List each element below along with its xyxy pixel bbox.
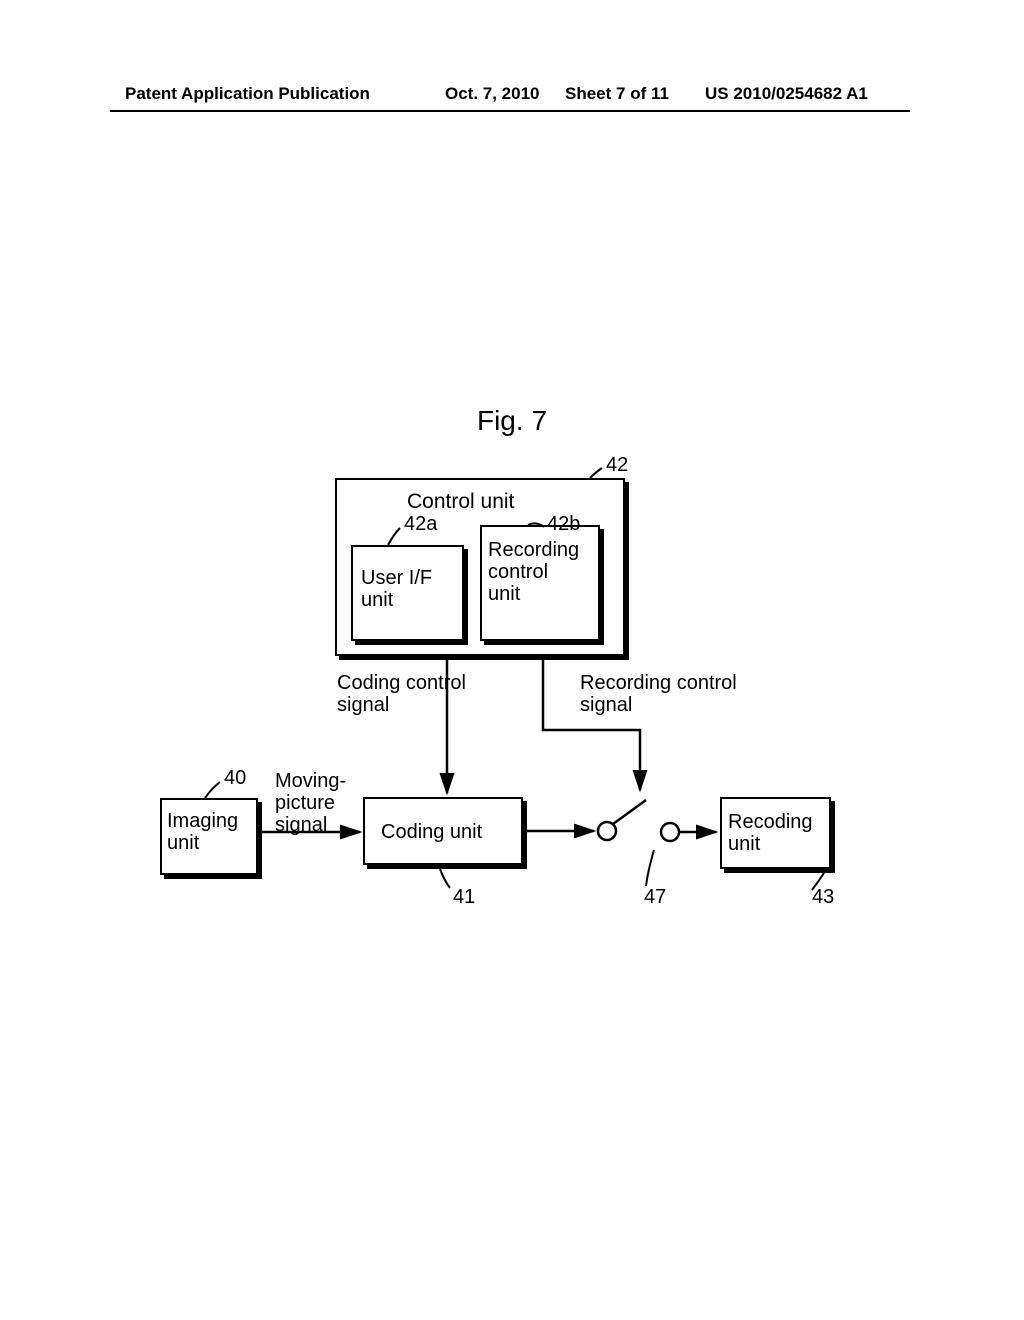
recoding-unit-label: Recoding unit xyxy=(728,811,813,855)
page: Patent Application Publication Oct. 7, 2… xyxy=(0,0,1024,1320)
ref-43: 43 xyxy=(812,886,834,909)
recording-control-box: Recording control unit xyxy=(480,525,600,641)
block-diagram: Control unit User I/F unit Recording con… xyxy=(0,0,1024,1320)
user-if-label: User I/F unit xyxy=(361,567,432,611)
ref-40: 40 xyxy=(224,767,246,790)
recoding-unit-box: Recoding unit xyxy=(720,797,831,869)
coding-unit-box: Coding unit xyxy=(363,797,523,865)
ref-42a: 42a xyxy=(404,513,437,536)
recording-control-signal-label: Recording control signal xyxy=(580,672,737,716)
imaging-unit-label: Imaging unit xyxy=(167,810,238,854)
coding-unit-label: Coding unit xyxy=(381,821,482,843)
ref-42b: 42b xyxy=(547,513,580,536)
ref-47: 47 xyxy=(644,886,666,909)
diagram-lines xyxy=(0,0,1024,1320)
coding-control-signal-label: Coding control signal xyxy=(337,672,466,716)
ref-42: 42 xyxy=(606,454,628,477)
user-if-box: User I/F unit xyxy=(351,545,464,641)
control-unit-label: Control unit xyxy=(407,490,514,513)
moving-picture-signal-label: Moving- picture signal xyxy=(275,770,346,836)
recording-control-label: Recording control unit xyxy=(488,539,579,605)
imaging-unit-box: Imaging unit xyxy=(160,798,258,875)
ref-41: 41 xyxy=(453,886,475,909)
